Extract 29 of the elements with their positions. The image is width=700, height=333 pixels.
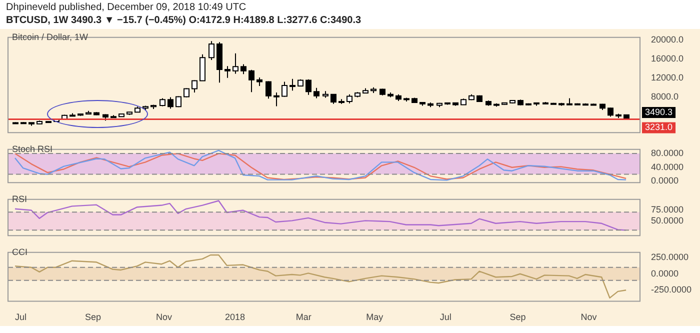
y-tick-label: 0.0000 bbox=[651, 268, 679, 278]
x-tick-label: Jul bbox=[440, 312, 452, 322]
y-tick-label: 80.0000 bbox=[651, 148, 684, 158]
x-tick-label: May bbox=[366, 312, 384, 322]
x-tick-label: Nov bbox=[580, 312, 598, 322]
x-tick-label: Mar bbox=[296, 312, 312, 322]
x-tick-label: Sep bbox=[510, 312, 526, 322]
x-tick-label: Jul bbox=[15, 312, 27, 322]
y-tick-label: 50.0000 bbox=[651, 216, 684, 226]
annotation: Bitcoin / Dollar, 1W bbox=[12, 32, 88, 42]
chart-title: Dhpineveld published, December 09, 2018 10:49 UTC bbox=[6, 2, 246, 13]
y-tick-label: 12000.0 bbox=[651, 72, 684, 82]
y-tick-label: 16000.0 bbox=[651, 54, 684, 64]
y-tick-label: 250.0000 bbox=[651, 252, 689, 262]
x-tick-label: Sep bbox=[84, 312, 101, 322]
chart-title: RSI bbox=[12, 194, 28, 204]
y-tick-label: -250.0000 bbox=[651, 284, 692, 295]
x-tick-label: 2018 bbox=[224, 312, 245, 322]
text: 3490.3 bbox=[645, 107, 673, 118]
ref-line-label: 3231.0 bbox=[645, 122, 673, 132]
y-tick-label: 8000.0 bbox=[651, 91, 679, 102]
x-tick-label: Nov bbox=[156, 312, 172, 322]
y-tick-label: 0.0000 bbox=[651, 176, 679, 186]
y-tick-label: 40.0000 bbox=[651, 162, 684, 172]
y-tick-label: 75.0000 bbox=[651, 204, 684, 214]
chart-subtitle: BTCUSD, 1W 3490.3 ▼ −15.7 (−0.45%) O:4172.9 H:4189.8 L:3277.6 C:3490.3 bbox=[6, 15, 362, 26]
chart-title: CCI bbox=[12, 247, 28, 257]
y-tick-label: 20000.0 bbox=[651, 34, 684, 45]
chart-title: Stoch RSI bbox=[12, 144, 53, 154]
